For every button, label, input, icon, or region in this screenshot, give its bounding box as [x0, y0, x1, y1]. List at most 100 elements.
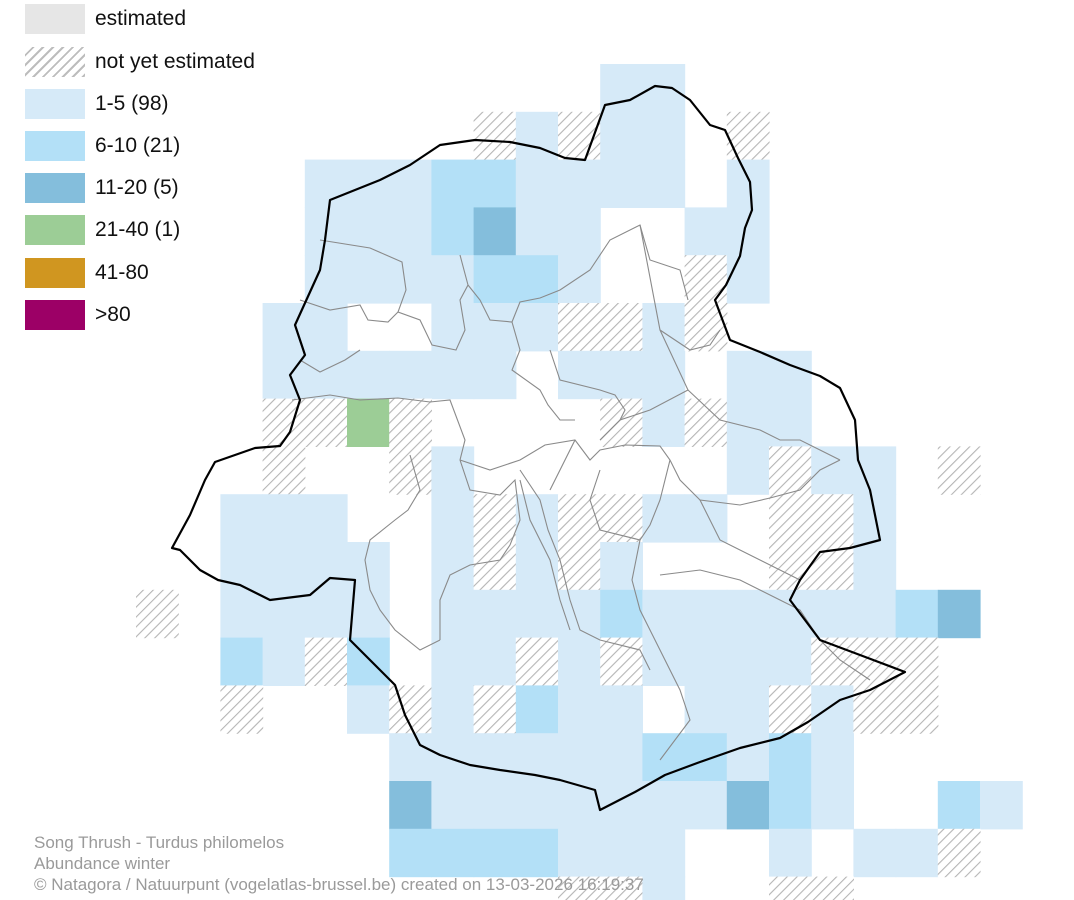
- grid-cell-abundance: [726, 446, 770, 495]
- grid-cell-not-estimated: [558, 542, 601, 591]
- legend-label: 41-80: [95, 261, 149, 284]
- grid-cell-abundance: [811, 781, 854, 830]
- grid-cell-not-estimated: [473, 542, 517, 591]
- grid-cell-abundance: [558, 828, 601, 878]
- grid-cell-abundance: [600, 828, 643, 878]
- grid-cell-abundance: [895, 828, 939, 878]
- grid-cell-abundance: [515, 207, 559, 256]
- grid-cell-abundance: [684, 637, 728, 686]
- legend-label: 21-40 (1): [95, 218, 181, 241]
- legend-swatch-41-80: [25, 258, 85, 288]
- grid-cell-abundance: [642, 828, 686, 878]
- grid-cell-abundance: [726, 207, 770, 256]
- grid-cell-abundance: [304, 255, 348, 304]
- legend-item-estimated: estimated: [25, 4, 345, 34]
- grid-cell-abundance: [473, 350, 517, 400]
- grid-cell-abundance: [262, 303, 306, 352]
- grid-cell-abundance: [642, 494, 686, 543]
- legend-label: estimated: [95, 7, 187, 30]
- grid-cell-abundance: [853, 828, 897, 878]
- legend-swatch-not-estimated: [25, 47, 85, 77]
- grid-cell-not-estimated: [136, 589, 179, 639]
- grid-cell-abundance: [558, 637, 601, 686]
- grid-cell-abundance: [684, 589, 728, 639]
- grid-cell-not-estimated: [769, 446, 812, 495]
- grid-cell-abundance: [853, 589, 897, 639]
- grid-cell-abundance: [431, 589, 475, 639]
- grid-cell-not-estimated: [558, 494, 601, 543]
- grid-cell-abundance: [431, 446, 475, 495]
- legend-swatch-estimated: [25, 4, 85, 34]
- grid-cell-not-estimated: [726, 111, 770, 161]
- grid-cell-abundance: [726, 398, 770, 447]
- grid-cell-abundance: [726, 685, 770, 734]
- grid-cell-abundance: [473, 159, 517, 208]
- grid-cell-abundance: [347, 255, 390, 304]
- grid-cell-abundance: [769, 398, 812, 447]
- grid-cell-abundance: [515, 542, 559, 591]
- grid-cell-abundance: [389, 207, 432, 256]
- grid-cell-abundance: [811, 446, 854, 495]
- grid-cell-abundance: [304, 542, 348, 591]
- grid-cell-not-estimated: [600, 876, 643, 900]
- grid-cell-not-estimated: [937, 446, 981, 495]
- grid-cell-abundance: [473, 207, 517, 256]
- grid-cell-abundance: [389, 733, 432, 782]
- grid-cell-abundance: [473, 733, 517, 782]
- legend-label: 1-5 (98): [95, 92, 169, 115]
- region-boundary: [170, 84, 907, 812]
- grid-cell-abundance: [642, 876, 686, 900]
- grid-cell-abundance: [642, 781, 686, 830]
- grid-cell-not-estimated: [473, 494, 517, 543]
- grid-cell-not-estimated: [769, 494, 812, 543]
- grid-cell-abundance: [515, 685, 559, 734]
- legend-item-6-10: 6-10 (21): [25, 131, 345, 161]
- grid-cell-abundance: [769, 733, 812, 782]
- grid-cell-abundance: [558, 781, 601, 830]
- grid-cell-not-estimated: [895, 685, 939, 734]
- legend-item-1-5: 1-5 (98): [25, 89, 345, 119]
- grid-cell-abundance: [600, 733, 643, 782]
- grid-cell-abundance: [600, 685, 643, 734]
- commune-borders: [291, 224, 871, 761]
- grid-cell-not-estimated: [473, 685, 517, 734]
- grid-cell-abundance: [304, 159, 348, 208]
- credit-line: © Natagora / Natuurpunt (vogelatlas-brus…: [34, 875, 644, 894]
- grid-cell-abundance: [600, 589, 643, 639]
- grid-cell-not-estimated: [769, 542, 812, 591]
- species-name: Song Thrush - Turdus philomelos: [34, 833, 285, 852]
- grid-cell-abundance: [600, 159, 643, 208]
- grid-cell-abundance: [642, 637, 686, 686]
- grid-cell-abundance: [389, 350, 432, 400]
- grid-cell-abundance: [347, 398, 390, 447]
- grid-cell-abundance: [895, 589, 939, 639]
- grid-cell-abundance: [220, 637, 264, 686]
- grid-cell-abundance: [262, 542, 306, 591]
- grid-cell-abundance: [262, 637, 306, 686]
- grid-cell-abundance: [600, 781, 643, 830]
- grid-cell-abundance: [726, 781, 770, 830]
- grid-cell-abundance: [853, 446, 897, 495]
- grid-cell-abundance: [389, 255, 432, 304]
- grid-cell-abundance: [515, 303, 559, 352]
- grid-cell-abundance: [937, 589, 981, 639]
- grid-cell-not-estimated: [684, 303, 728, 352]
- grid-cell-abundance: [473, 828, 517, 878]
- grid-cell-abundance: [304, 303, 348, 352]
- grid-cell-abundance: [600, 542, 643, 591]
- grid-cell-abundance: [431, 828, 475, 878]
- grid-cell-abundance: [769, 828, 812, 878]
- grid-cell-abundance: [769, 637, 812, 686]
- grid-cell-abundance: [726, 255, 770, 304]
- legend-swatch-6-10: [25, 131, 85, 161]
- grid-cell-abundance: [684, 733, 728, 782]
- legend-label: 6-10 (21): [95, 134, 181, 157]
- grid-cell-abundance: [769, 781, 812, 830]
- grid-cell-not-estimated: [600, 303, 643, 352]
- grid-cell-abundance: [431, 781, 475, 830]
- grid-cell-not-estimated: [558, 303, 601, 352]
- grid-cell-abundance: [726, 159, 770, 208]
- grid-cell-not-estimated: [769, 876, 812, 900]
- grid-cell-abundance: [726, 589, 770, 639]
- grid-cell-not-estimated: [937, 828, 981, 878]
